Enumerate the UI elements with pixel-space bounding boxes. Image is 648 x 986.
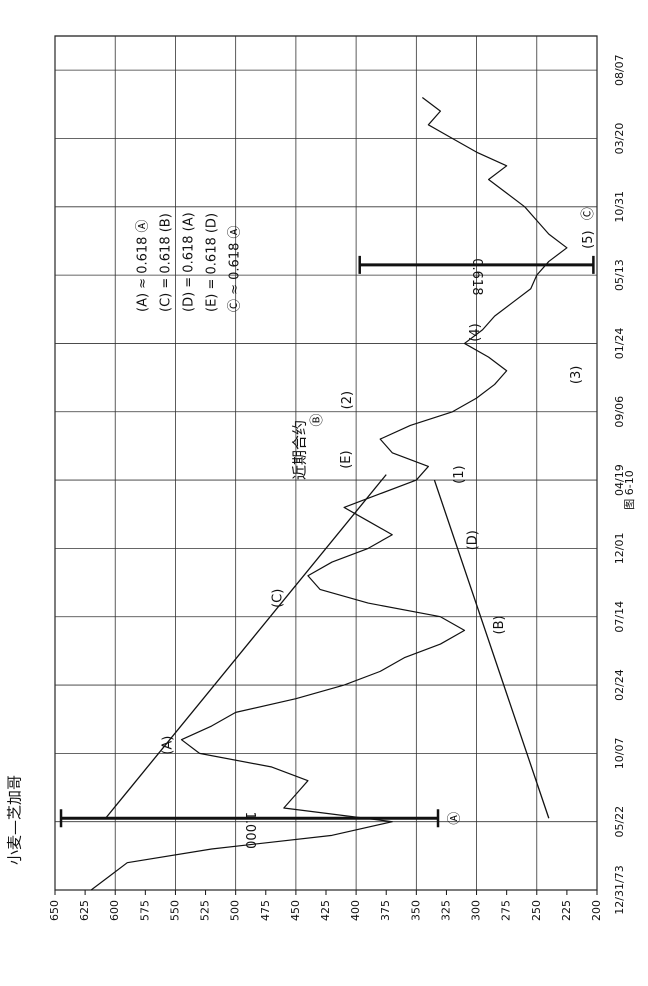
price-line bbox=[90, 97, 568, 891]
y-tick-label: 325 bbox=[439, 900, 452, 921]
x-tick-label: 05/22 bbox=[613, 806, 626, 838]
x-tick-label: 01/24 bbox=[613, 328, 626, 360]
y-tick-label: 250 bbox=[530, 900, 543, 921]
wave-label: Ⓑ bbox=[310, 413, 325, 426]
x-tick-label: 12/01 bbox=[613, 533, 626, 565]
y-tick-label: 650 bbox=[48, 900, 61, 921]
y-tick-label: 375 bbox=[379, 900, 392, 921]
ratio-note: (A) ≈ 0.618 Ⓐ bbox=[136, 219, 151, 312]
y-tick-label: 525 bbox=[199, 900, 212, 921]
y-tick-label: 500 bbox=[229, 900, 242, 921]
trendline bbox=[433, 479, 550, 819]
x-tick-label: 10/31 bbox=[613, 191, 626, 223]
plot-frame bbox=[54, 35, 598, 891]
wave-label: (D) bbox=[465, 530, 480, 550]
ratio-note: (C) = 0.618 (B) bbox=[159, 213, 174, 312]
trendline bbox=[105, 474, 387, 819]
y-tick-label: 625 bbox=[78, 900, 91, 921]
y-tick-label: 550 bbox=[168, 900, 181, 921]
y-tick-label: 300 bbox=[470, 900, 483, 921]
wave-label: (2) bbox=[340, 391, 355, 409]
wave-label: (A) bbox=[161, 736, 176, 755]
y-tick-label: 275 bbox=[500, 900, 513, 921]
wave-label: Ⓐ bbox=[447, 812, 462, 825]
wave-label: (1) bbox=[452, 465, 467, 483]
wave-label: (E) bbox=[339, 450, 354, 468]
y-tick-label: 450 bbox=[289, 900, 302, 921]
chart-subtitle: 近期合约 bbox=[291, 420, 309, 480]
y-tick-label: 575 bbox=[138, 900, 151, 921]
x-tick-label: 03/20 bbox=[613, 123, 626, 155]
y-tick-label: 225 bbox=[560, 900, 573, 921]
measure-label: 1.000 bbox=[242, 812, 257, 849]
measure-label: 0.618 bbox=[469, 258, 484, 295]
x-tick-label: 04/19 bbox=[613, 464, 626, 496]
y-tick-label: 425 bbox=[319, 900, 332, 921]
wave-label: Ⓒ bbox=[581, 207, 596, 220]
y-tick-label: 350 bbox=[409, 900, 422, 921]
y-tick-label: 475 bbox=[259, 900, 272, 921]
x-tick-label: 12/31/73 bbox=[613, 865, 626, 914]
chart-title: 小麦—芝加哥 bbox=[6, 775, 24, 865]
x-tick-label: 10/07 bbox=[613, 738, 626, 770]
figure-caption: 图 6-10 bbox=[623, 470, 636, 509]
x-tick-label: 07/14 bbox=[613, 601, 626, 633]
wave-label: (C) bbox=[270, 589, 285, 608]
wave-label: (B) bbox=[492, 615, 507, 634]
wave-label: (3) bbox=[569, 366, 584, 384]
y-tick-label: 400 bbox=[349, 900, 362, 921]
y-tick-label: 600 bbox=[108, 900, 121, 921]
wave-label: (4) bbox=[468, 323, 483, 341]
x-tick-label: 09/06 bbox=[613, 396, 626, 428]
ratio-note: (D) = 0.618 (A) bbox=[182, 212, 197, 312]
x-tick-label: 02/24 bbox=[613, 669, 626, 701]
x-tick-label: 08/07 bbox=[613, 54, 626, 86]
ratio-note: Ⓒ ≈ 0.618 Ⓐ bbox=[228, 225, 243, 312]
ratio-note: (E) = 0.618 (D) bbox=[205, 213, 220, 312]
wave-label: (5) bbox=[581, 230, 596, 248]
x-tick-label: 05/13 bbox=[613, 259, 626, 291]
y-tick-label: 200 bbox=[590, 900, 603, 921]
